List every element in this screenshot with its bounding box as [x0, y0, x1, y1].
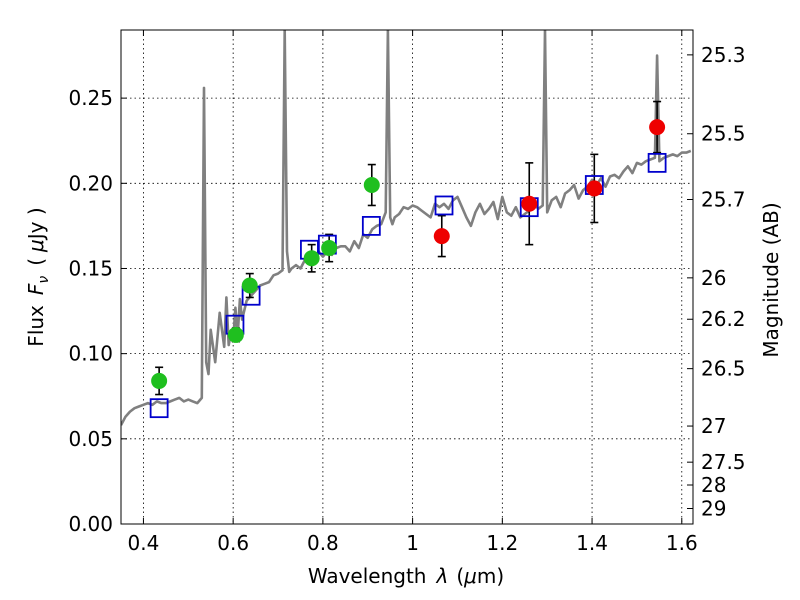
observed-points [151, 119, 666, 389]
plot-frame [120, 29, 694, 525]
y-axis-label: FluxFν(μJy ) [24, 207, 52, 346]
right-tick-label: 27.5 [701, 450, 746, 474]
x-tick-label: 0.6 [217, 531, 249, 555]
y-tick-label: 0.00 [68, 512, 113, 536]
red-data-point [586, 180, 603, 197]
x-tick-label: 0.8 [307, 531, 339, 555]
y-tick-label: 0.15 [68, 256, 113, 280]
y-tick-label: 0.20 [68, 171, 113, 195]
x-tick-label: 0.4 [128, 531, 160, 555]
x-tick-label: 1.6 [666, 531, 698, 555]
green-data-point [303, 250, 320, 267]
green-data-point [151, 372, 168, 389]
y-tick-label: 0.10 [68, 342, 113, 366]
y-tick-label: 0.25 [68, 86, 113, 110]
x-tick-label: 1.4 [576, 531, 608, 555]
right-tick-label: 28 [701, 473, 726, 497]
right-tick-label: 25.3 [701, 43, 746, 67]
right-tick-label: 25.7 [701, 187, 746, 211]
model-photometry-square [361, 215, 381, 236]
model-photometry-square [149, 398, 169, 419]
axis-ticks: 0.4 0.6 0.8 1 1.2 1.4 1.6 0.00 0.05 0.10 0.15 0.20 0… [68, 30, 746, 555]
model-photometry-square [434, 195, 454, 216]
green-data-point [321, 240, 338, 257]
right-tick-label: 27 [701, 414, 726, 438]
green-data-point [241, 277, 258, 294]
red-data-point [521, 195, 538, 212]
right-axis-label: Magnitude (AB) [759, 202, 783, 357]
x-tick-label: 1 [406, 531, 419, 555]
red-data-point [649, 119, 666, 136]
green-data-point [363, 177, 380, 194]
right-tick-label: 26 [701, 266, 726, 290]
x-axis-label: Wavelength λ (μm) [308, 564, 504, 588]
right-tick-label: 25.5 [701, 122, 746, 146]
right-tick-label: 26.2 [701, 307, 746, 331]
y-tick-label: 0.05 [68, 427, 113, 451]
x-tick-label: 1.2 [486, 531, 518, 555]
model-photometry-square [647, 152, 667, 173]
right-tick-label: 29 [701, 496, 726, 520]
green-data-point [227, 326, 244, 343]
red-data-point [433, 228, 450, 245]
right-tick-label: 26.5 [701, 357, 746, 381]
